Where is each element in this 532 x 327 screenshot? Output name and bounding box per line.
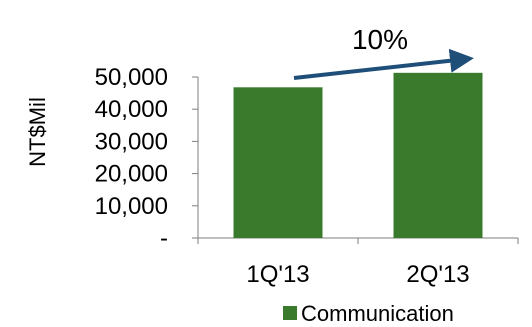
growth-annotation: 10% — [352, 24, 408, 55]
x-tick-label: 1Q'13 — [246, 261, 309, 288]
growth-arrow — [293, 48, 474, 80]
bar — [393, 72, 483, 239]
legend-label: Communication — [301, 301, 454, 326]
y-axis-label: NT$Mil — [25, 97, 50, 167]
y-tick-label: 20,000 — [95, 161, 168, 188]
y-tick-label: - — [160, 225, 168, 252]
bars — [233, 72, 483, 239]
y-tick-label: 40,000 — [95, 96, 168, 123]
y-tick-labels: - 10,000 20,000 30,000 40,000 50,000 — [95, 64, 168, 252]
legend-swatch — [283, 306, 297, 320]
x-tick-label: 2Q'13 — [406, 261, 469, 288]
y-tick-label: 10,000 — [95, 193, 168, 220]
bar — [233, 87, 323, 238]
y-tick-label: 50,000 — [95, 64, 168, 91]
y-tick-label: 30,000 — [95, 128, 168, 155]
x-tick-labels: 1Q'13 2Q'13 — [246, 261, 469, 288]
